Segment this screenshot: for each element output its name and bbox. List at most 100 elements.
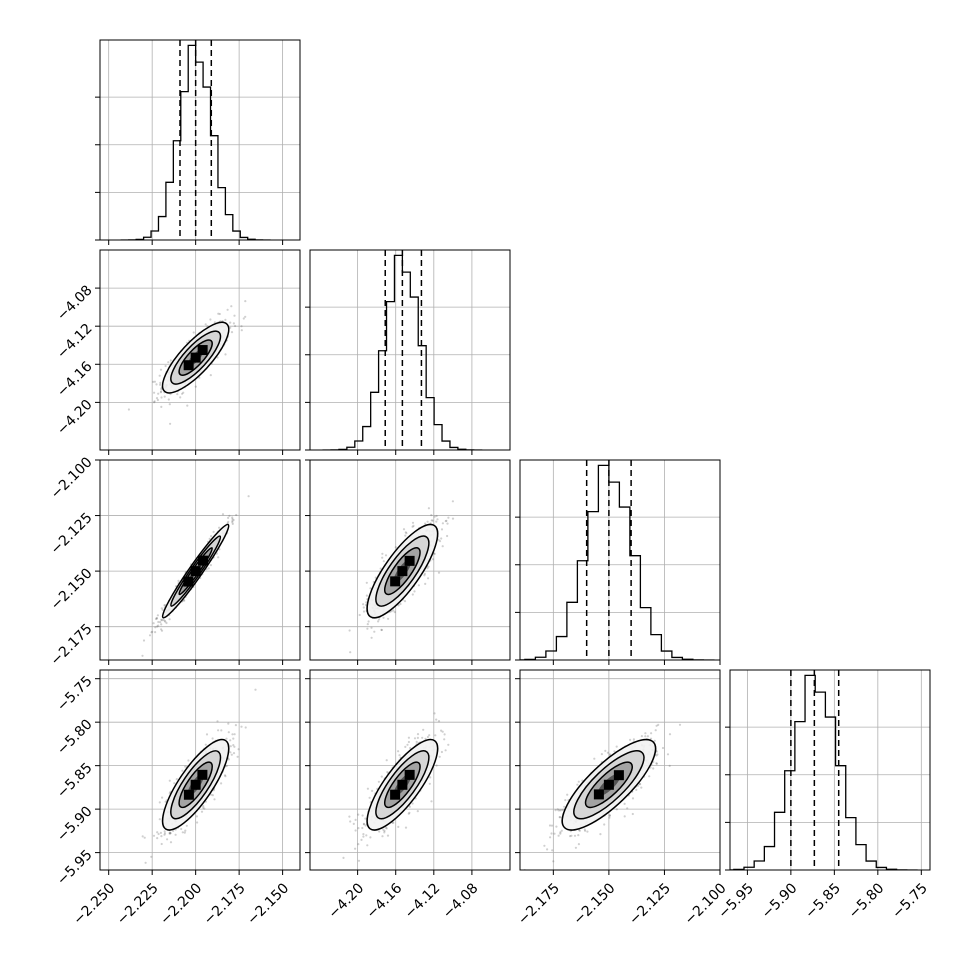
sample-point (416, 810, 419, 813)
sample-point (224, 318, 227, 321)
sample-point (156, 614, 159, 617)
sample-point (644, 735, 647, 738)
panel-content (520, 670, 720, 870)
sample-point (153, 401, 156, 404)
sample-point (153, 380, 156, 383)
panel-3-3 (725, 669, 931, 875)
panel-content (100, 670, 300, 870)
x-tick-label: −5.80 (846, 880, 888, 922)
sample-point (210, 535, 213, 538)
sample-point (227, 731, 230, 734)
sample-point (362, 835, 365, 838)
sample-point (173, 782, 176, 785)
density-core-block (190, 352, 201, 363)
sample-point (451, 500, 454, 503)
sample-point (166, 838, 169, 841)
y-tick-label: −2.100 (48, 454, 96, 502)
sample-point (160, 618, 163, 621)
sample-point (161, 796, 164, 799)
sample-point (202, 806, 205, 809)
sample-point (586, 830, 589, 833)
sample-point (155, 617, 159, 620)
sample-point (615, 745, 618, 748)
sample-point (232, 744, 235, 747)
sample-point (546, 848, 549, 851)
sample-point (385, 759, 388, 762)
x-tick-label: −2.175 (201, 880, 249, 928)
sample-point (156, 625, 159, 628)
sample-point (445, 519, 448, 522)
sample-point (423, 572, 426, 576)
density-core-block (593, 789, 604, 800)
sample-point (405, 532, 408, 535)
sample-point (365, 601, 368, 604)
sample-point (192, 331, 195, 334)
sample-point (426, 520, 429, 523)
sample-point (167, 398, 170, 401)
contour-line (573, 750, 645, 820)
density-core-block (603, 779, 614, 790)
sample-point (160, 396, 163, 399)
sample-point (165, 621, 168, 625)
sample-point (231, 733, 234, 736)
density-core (183, 345, 208, 371)
sample-point (231, 517, 234, 521)
contour-line (170, 750, 222, 820)
sample-point (364, 817, 367, 820)
sample-point (182, 391, 185, 394)
sample-point (254, 688, 257, 691)
sample-point (440, 528, 444, 531)
sample-point (424, 522, 427, 525)
sample-point (160, 628, 163, 631)
sample-point (195, 815, 198, 818)
sample-point (159, 391, 162, 394)
sample-point (247, 495, 250, 498)
sample-point (424, 737, 427, 741)
sample-point (577, 780, 580, 783)
sample-point (365, 834, 368, 837)
sample-point (156, 831, 159, 834)
sample-point (635, 788, 638, 792)
sample-point (644, 732, 647, 735)
sample-point (422, 728, 425, 731)
sample-point (446, 534, 449, 538)
y-tick-label: −5.85 (54, 760, 96, 802)
sample-point (560, 829, 563, 832)
sample-point (623, 802, 626, 806)
sample-point (160, 629, 164, 632)
sample-point (646, 735, 650, 738)
sample-point (223, 774, 227, 777)
sample-point (161, 608, 164, 612)
sample-point (212, 530, 215, 534)
sample-point (198, 376, 201, 379)
contour-line (161, 321, 230, 394)
sample-point (209, 374, 212, 377)
sample-point (416, 736, 419, 740)
sample-point (217, 312, 220, 315)
sample-point (623, 815, 626, 818)
sample-point (153, 391, 156, 394)
sample-point (244, 300, 247, 303)
sample-point (168, 831, 171, 834)
sample-point (228, 514, 231, 518)
contour-line (375, 535, 430, 607)
panel-2-1 (305, 459, 511, 665)
sample-point (230, 753, 233, 756)
sample-point (378, 618, 381, 621)
sample-point (200, 810, 204, 813)
sample-point (626, 807, 629, 810)
contour-line (178, 339, 213, 376)
sample-point (408, 805, 411, 808)
sample-point (381, 552, 384, 555)
sample-point (655, 754, 658, 757)
sample-point (229, 321, 232, 324)
sample-point (548, 824, 552, 827)
sample-point (640, 786, 643, 789)
sample-point (404, 534, 407, 537)
sample-point (397, 604, 400, 607)
sample-point (209, 564, 212, 567)
panel-frame (729, 669, 931, 871)
y-tick-label: −5.90 (54, 803, 96, 845)
sample-point (160, 842, 163, 846)
